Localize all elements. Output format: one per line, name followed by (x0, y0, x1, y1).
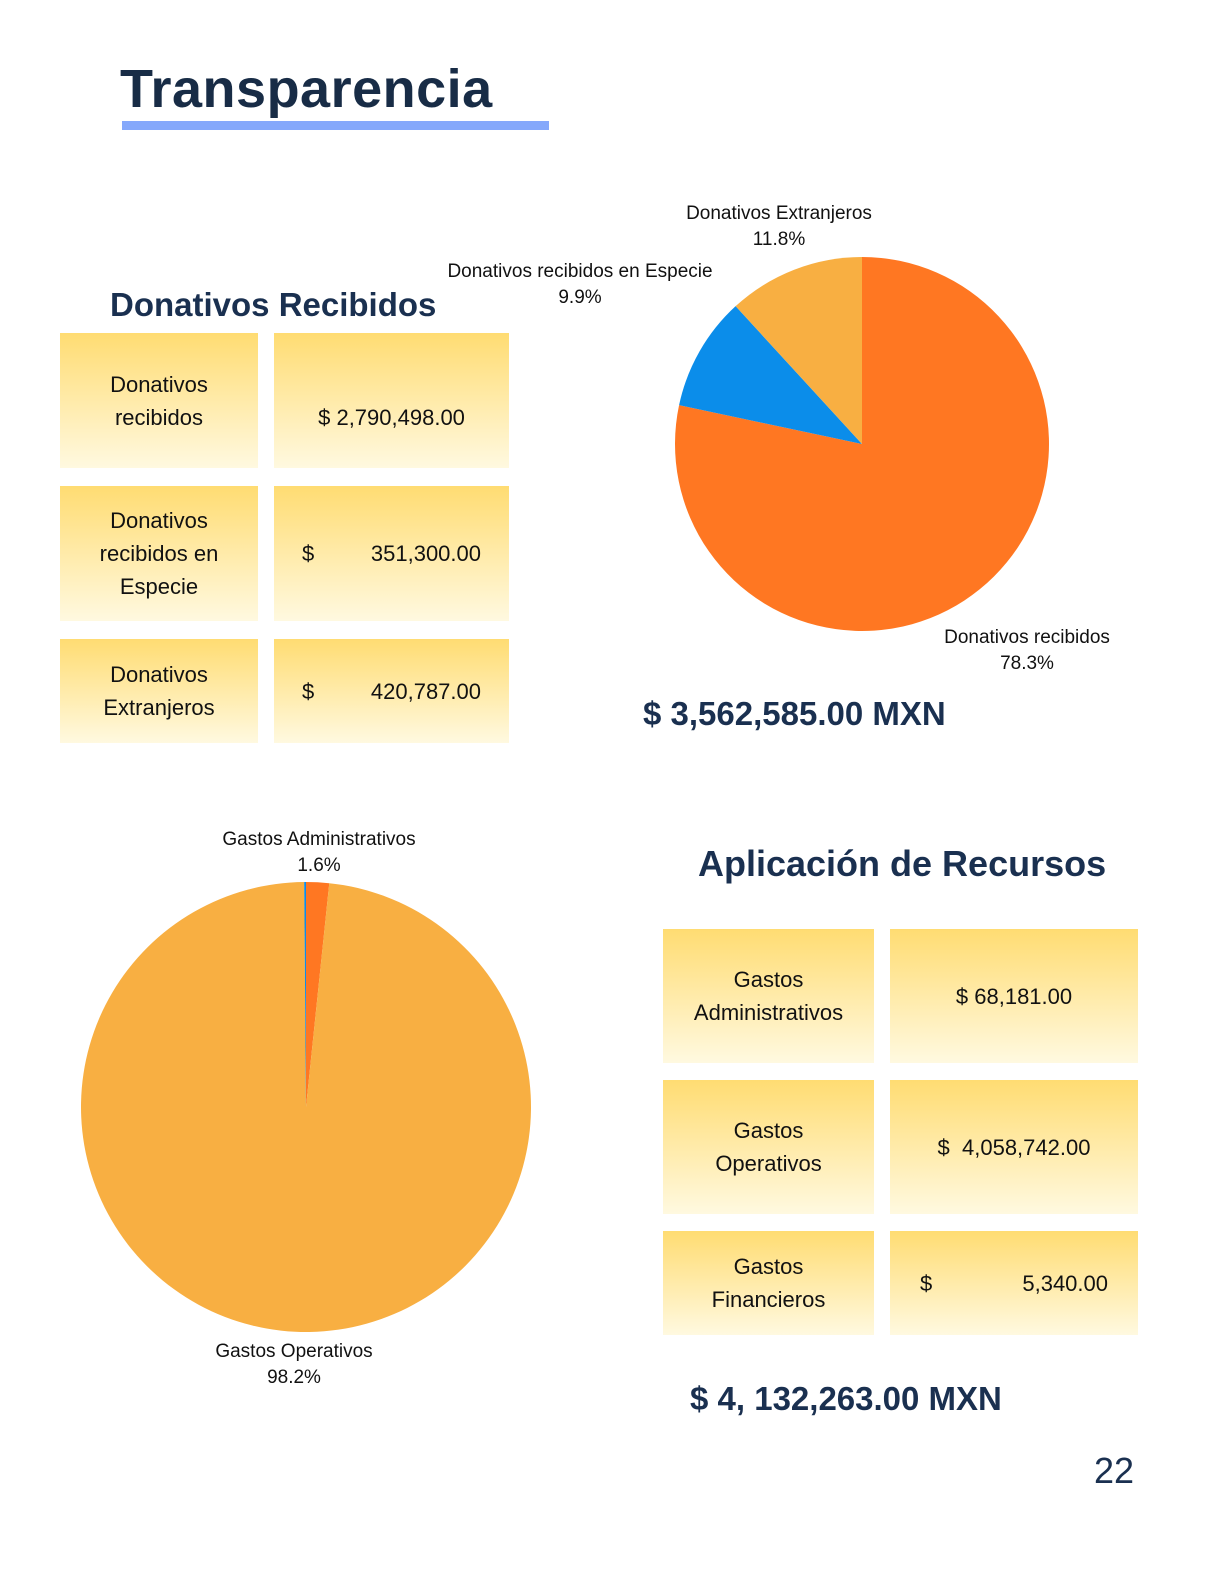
table-cell-amount: $351,300.00 (274, 486, 509, 621)
table-cell-label: Gastos Operativos (663, 1080, 874, 1214)
amount: 4,058,742.00 (962, 1134, 1091, 1160)
table-cell-amount: $5,340.00 (890, 1231, 1138, 1335)
page-number: 22 (1093, 1450, 1134, 1491)
currency: $ (318, 405, 331, 430)
pie1-slice-donativos-extranjeros (735, 257, 862, 444)
amount: 351,300.00 (370, 541, 481, 566)
table-cell-amount: $ 4,058,742.00 (890, 1080, 1138, 1214)
title-underline (122, 121, 549, 130)
table-cell-amount: $ 2,790,498.00 (274, 333, 509, 468)
pie2-slice-gastos-operativos (81, 882, 532, 1332)
amount: 68,181.00 (974, 983, 1073, 1009)
amount: 2,790,498.00 (336, 405, 465, 430)
pie1-slice-donativos-recibidos (674, 257, 1049, 631)
donativos-total: $ 3,562,585.00 MXN (643, 695, 946, 732)
pie2-slice-gastos-administrativos (306, 882, 330, 1107)
page-title: Transparencia (120, 59, 493, 119)
pie2-slice-gastos-financieros (304, 882, 306, 1107)
pie1-label-recibidos: Donativos recibidos 78.3% (944, 627, 1110, 674)
pie2-label-administrativos: Gastos Administrativos 1.6% (222, 829, 416, 876)
currency: $ (955, 983, 969, 1009)
pie1-label-extranjeros: Donativos Extranjeros 11.8% (686, 203, 872, 250)
currency: $ (920, 1270, 933, 1296)
pie1-label-especie: Donativos recibidos en Especie 9.9% (447, 261, 713, 308)
table-cell-label: Donativos recibidos (60, 333, 258, 468)
table-cell-label: Donativos recibidos en Especie (60, 486, 258, 621)
amount: 5,340.00 (1022, 1270, 1108, 1296)
aplicacion-total: $ 4, 132,263.00 MXN (690, 1380, 1002, 1417)
table-cell-amount: $420,787.00 (274, 639, 509, 743)
pie2-label-operativos: Gastos Operativos 98.2% (215, 1341, 373, 1388)
table-cell-label: Donativos Extranjeros (60, 639, 258, 743)
currency: $ (937, 1134, 950, 1160)
table-cell-label: Gastos Financieros (663, 1231, 874, 1335)
amount: 420,787.00 (370, 678, 481, 704)
currency: $ (302, 541, 315, 566)
table-cell-amount: $ 68,181.00 (890, 929, 1138, 1063)
table-cell-label: Gastos Administrativos (663, 929, 874, 1063)
donativos-heading: Donativos Recibidos (110, 286, 437, 323)
aplicacion-heading: Aplicación de Recursos (698, 843, 1107, 884)
pie1-slice-donativos-recibidos-en-especie (679, 306, 862, 444)
currency: $ (302, 678, 315, 704)
